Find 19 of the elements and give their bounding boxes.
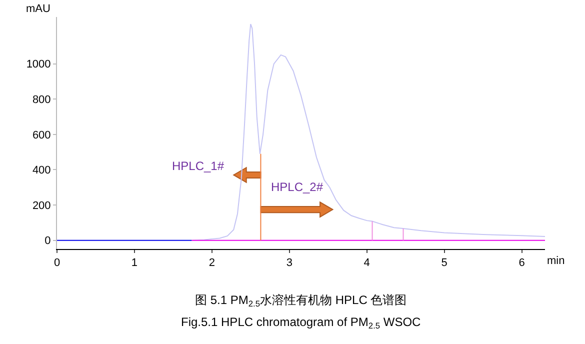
x-tick-label: 6: [518, 257, 525, 270]
annotation: HPLC_1#: [172, 159, 224, 173]
y-tick-label: 0: [44, 235, 51, 248]
x-tick-label: 2: [208, 257, 215, 270]
x-tick-label: 4: [364, 257, 370, 270]
y-tick-label: 1000: [26, 58, 51, 71]
annotation: HPLC_2#: [271, 180, 324, 194]
y-axis-title: mAU: [26, 3, 50, 15]
x-tick-label: 3: [286, 257, 292, 270]
x-tick-label: 5: [441, 257, 448, 270]
x-tick-label: 0: [54, 257, 60, 270]
text: 图 5.1 PM$_{2.5}$水溶性有机物 HPLC 色谱图: [195, 293, 407, 309]
text: Fig.5.1 HPLC chromatogram of PM$_{2.5}$ WSOC: [181, 315, 422, 331]
x-tick-label: 1: [131, 257, 138, 270]
y-tick-label: 600: [32, 129, 51, 142]
y-tick-label: 800: [32, 94, 51, 106]
y-tick-label: 400: [32, 164, 51, 177]
x-axis-title: min: [547, 255, 565, 267]
y-tick-label: 200: [32, 200, 51, 212]
